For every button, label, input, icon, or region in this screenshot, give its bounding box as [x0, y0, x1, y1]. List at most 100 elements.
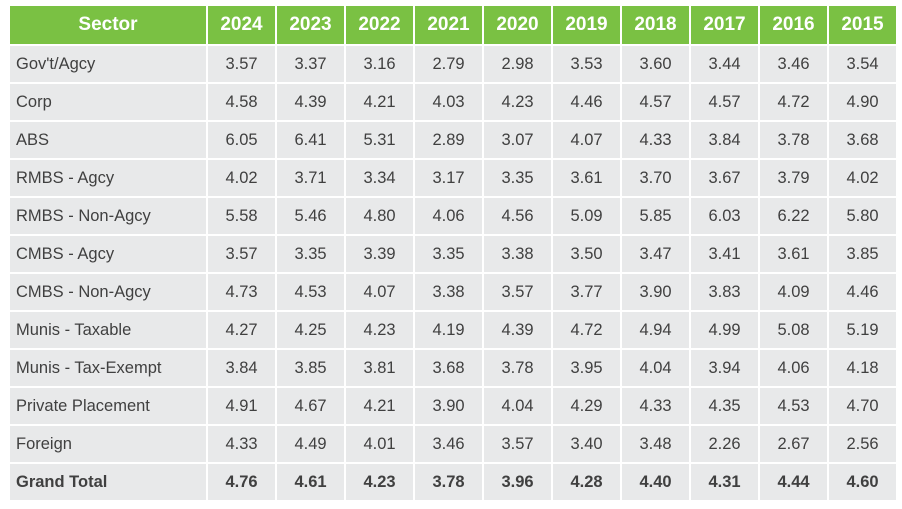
table-cell: 2.89	[415, 120, 484, 158]
table-cell: 4.53	[760, 386, 829, 424]
table-cell: 4.91	[208, 386, 277, 424]
table-cell: 4.57	[622, 82, 691, 120]
table-cell: 6.41	[277, 120, 346, 158]
table-cell: 6.22	[760, 196, 829, 234]
table-cell: 4.56	[484, 196, 553, 234]
table-cell: 4.60	[829, 462, 896, 500]
table-cell: 3.35	[484, 158, 553, 196]
table-cell: 4.72	[760, 82, 829, 120]
table-cell: 2.56	[829, 424, 896, 462]
table-cell: 3.39	[346, 234, 415, 272]
table-cell: 4.06	[415, 196, 484, 234]
table-cell: 3.90	[622, 272, 691, 310]
header-year: 2021	[415, 6, 484, 44]
table-cell: 3.57	[484, 424, 553, 462]
table-cell: 4.33	[622, 120, 691, 158]
table-cell: 3.83	[691, 272, 760, 310]
header-year: 2015	[829, 6, 896, 44]
table-cell: 3.71	[277, 158, 346, 196]
table-cell: 4.39	[484, 310, 553, 348]
table-cell: 5.46	[277, 196, 346, 234]
table-cell: 4.46	[553, 82, 622, 120]
table-cell: 3.96	[484, 462, 553, 500]
row-sector-label: Gov't/Agcy	[10, 44, 208, 82]
table-cell: 3.35	[277, 234, 346, 272]
table-cell: 3.78	[760, 120, 829, 158]
table-cell: 4.94	[622, 310, 691, 348]
row-sector-label: RMBS - Non-Agcy	[10, 196, 208, 234]
table-cell: 3.95	[553, 348, 622, 386]
table-cell: 5.85	[622, 196, 691, 234]
row-sector-label: Foreign	[10, 424, 208, 462]
table-row: Corp 4.58 4.39 4.21 4.03 4.23 4.46 4.57 4.57 4.72…	[10, 82, 896, 120]
table-cell: 3.81	[346, 348, 415, 386]
table-cell: 3.54	[829, 44, 896, 82]
table-cell: 4.09	[760, 272, 829, 310]
row-sector-label: Munis - Taxable	[10, 310, 208, 348]
table-cell: 4.90	[829, 82, 896, 120]
table-cell: 3.60	[622, 44, 691, 82]
grand-total-row: Grand Total 4.76 4.61 4.23 3.78 3.96 4.28 4.40 4…	[10, 462, 896, 500]
table-cell: 4.49	[277, 424, 346, 462]
table-cell: 3.77	[553, 272, 622, 310]
table-cell: 3.16	[346, 44, 415, 82]
table-cell: 3.17	[415, 158, 484, 196]
table-cell: 4.73	[208, 272, 277, 310]
table-cell: 4.02	[829, 158, 896, 196]
header-year: 2022	[346, 6, 415, 44]
table-container: Sector 2024 2023 2022 2021 2020 2019 2018 2017 20…	[10, 6, 896, 500]
header-year: 2024	[208, 6, 277, 44]
table-cell: 4.03	[415, 82, 484, 120]
table-cell: 4.46	[829, 272, 896, 310]
row-sector-label: ABS	[10, 120, 208, 158]
table-cell: 3.37	[277, 44, 346, 82]
table-cell: 4.70	[829, 386, 896, 424]
table-row: ABS 6.05 6.41 5.31 2.89 3.07 4.07 4.33 3.84 3.78 3…	[10, 120, 896, 158]
table-cell: 4.76	[208, 462, 277, 500]
table-cell: 3.84	[691, 120, 760, 158]
sector-data-table: Sector 2024 2023 2022 2021 2020 2019 2018 2017 20…	[10, 6, 896, 500]
table-cell: 3.44	[691, 44, 760, 82]
table-cell: 5.19	[829, 310, 896, 348]
table-cell: 3.79	[760, 158, 829, 196]
table-cell: 2.98	[484, 44, 553, 82]
table-row: CMBS - Non-Agcy 4.73 4.53 4.07 3.38 3.57 3.77 3…	[10, 272, 896, 310]
row-sector-label: CMBS - Agcy	[10, 234, 208, 272]
table-cell: 3.78	[484, 348, 553, 386]
table-cell: 3.70	[622, 158, 691, 196]
table-cell: 4.58	[208, 82, 277, 120]
table-cell: 4.33	[208, 424, 277, 462]
table-cell: 3.34	[346, 158, 415, 196]
table-row: RMBS - Non-Agcy 5.58 5.46 4.80 4.06 4.56 5.09 5…	[10, 196, 896, 234]
table-cell: 4.29	[553, 386, 622, 424]
table-cell: 2.79	[415, 44, 484, 82]
table-header-row: Sector 2024 2023 2022 2021 2020 2019 2018 2017 20…	[10, 6, 896, 44]
table-cell: 4.44	[760, 462, 829, 500]
table-cell: 3.57	[208, 44, 277, 82]
table-cell: 4.18	[829, 348, 896, 386]
table-cell: 4.99	[691, 310, 760, 348]
table-cell: 4.39	[277, 82, 346, 120]
row-sector-label: Munis - Tax-Exempt	[10, 348, 208, 386]
table-cell: 4.28	[553, 462, 622, 500]
table-cell: 4.57	[691, 82, 760, 120]
table-cell: 4.53	[277, 272, 346, 310]
table-cell: 3.90	[415, 386, 484, 424]
header-year: 2019	[553, 6, 622, 44]
table-cell: 6.03	[691, 196, 760, 234]
table-cell: 5.31	[346, 120, 415, 158]
table-cell: 5.58	[208, 196, 277, 234]
table-cell: 3.78	[415, 462, 484, 500]
table-cell: 5.09	[553, 196, 622, 234]
table-cell: 4.06	[760, 348, 829, 386]
header-year: 2016	[760, 6, 829, 44]
table-cell: 4.07	[346, 272, 415, 310]
table-cell: 3.68	[829, 120, 896, 158]
table-cell: 4.80	[346, 196, 415, 234]
table-cell: 4.07	[553, 120, 622, 158]
table-cell: 3.68	[415, 348, 484, 386]
table-cell: 4.31	[691, 462, 760, 500]
table-cell: 4.72	[553, 310, 622, 348]
table-cell: 6.05	[208, 120, 277, 158]
table-cell: 4.67	[277, 386, 346, 424]
